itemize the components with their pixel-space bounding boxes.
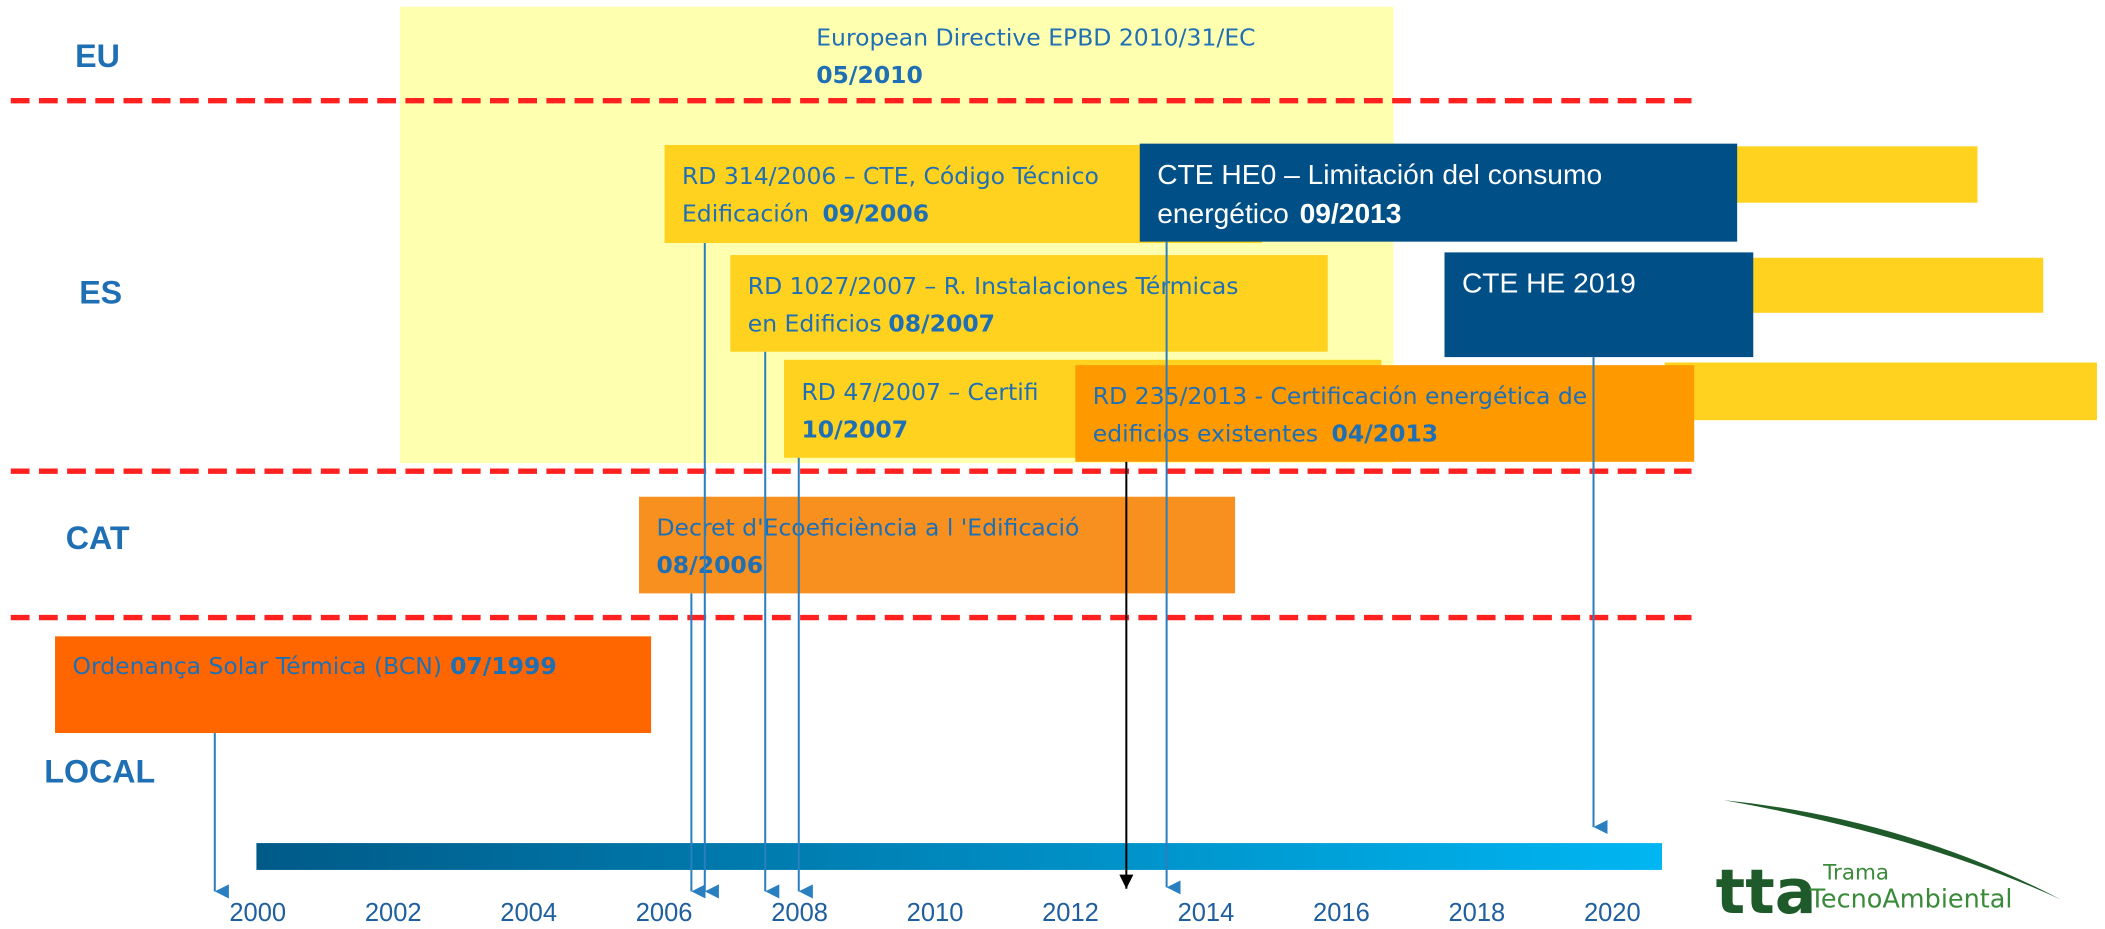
box-text: edificios existentes (1093, 420, 1318, 448)
timeline-bar (256, 843, 1662, 870)
box-text: RD 235/2013 - Certificación energética d… (1093, 382, 1587, 410)
box-date: 09/2006 (822, 200, 929, 228)
box-text: edificios existentes 04/2013 (1093, 420, 1438, 448)
box (730, 255, 1328, 352)
arrows (213, 241, 1608, 899)
box-text: Decret d'Ecoeficiència a l 'Edificació (656, 514, 1079, 542)
box-text: RD 314/2006 – CTE, Código Técnico (682, 162, 1099, 190)
box-text: CTE HE 2019 (1462, 267, 1636, 299)
level-label: LOCAL (44, 754, 155, 790)
logo-brand: tta (1716, 856, 1817, 928)
box (1444, 252, 1754, 358)
year-label: 2006 (636, 899, 693, 927)
box-date: 09/2013 (1300, 197, 1402, 229)
year-label: 2000 (229, 899, 286, 927)
box-text: European Directive EPBD 2010/31/EC (816, 24, 1255, 52)
box-text: Edificación 09/2006 (682, 200, 929, 228)
year-label: 2012 (1042, 899, 1099, 927)
box-text: Edificación (682, 200, 809, 228)
box-date: 07/1999 (450, 652, 557, 680)
box-text: RD 1027/2007 – R. Instalaciones Térmicas (748, 272, 1239, 300)
box-text: energético (1157, 197, 1289, 229)
year-label: 2020 (1584, 899, 1641, 927)
year-label: 2004 (500, 899, 557, 927)
logo-line: Trama (1822, 860, 1889, 885)
level-label: EU (75, 38, 120, 74)
box-text: RD 47/2007 – Certifi (801, 378, 1038, 406)
year-label: 2014 (1178, 899, 1235, 927)
box-text: Ordenança Solar Térmica (BCN) 07/1999 (72, 652, 556, 680)
year-label: 2008 (771, 899, 828, 927)
box-date: 10/2007 (801, 416, 908, 444)
year-label: 2010 (907, 899, 964, 927)
level-label: ES (79, 274, 122, 310)
box-text: energético 09/2013 (1157, 197, 1401, 229)
box (1139, 143, 1738, 242)
box-text: en Edificios (748, 310, 882, 338)
box-date: 04/2013 (1332, 420, 1439, 448)
extension-bar (1664, 362, 2097, 421)
year-label: 2018 (1448, 899, 1505, 927)
year-axis: 2000 2002 2004 2006 2008 2010 2012 2014 2016 2018… (229, 899, 1640, 927)
extension-bar (1731, 257, 2044, 313)
year-label: 2002 (365, 899, 422, 927)
box (1075, 365, 1695, 462)
logo: tta Trama TecnoAmbiental (1716, 800, 2061, 928)
box-date: 08/2007 (888, 310, 995, 338)
box (55, 636, 652, 733)
box-text: en Edificios 08/2007 (748, 310, 995, 338)
box-text: Ordenança Solar Térmica (BCN) (72, 652, 442, 680)
extension-bar (1718, 146, 1978, 203)
box-date: 05/2010 (816, 61, 923, 89)
year-label: 2016 (1313, 899, 1370, 927)
level-label: CAT (66, 520, 130, 556)
box-text: CTE HE0 – Limitación del consumo (1157, 158, 1602, 190)
box-date: 08/2006 (656, 551, 763, 579)
logo-line: TecnoAmbiental (1809, 885, 2013, 915)
box (639, 496, 1236, 594)
